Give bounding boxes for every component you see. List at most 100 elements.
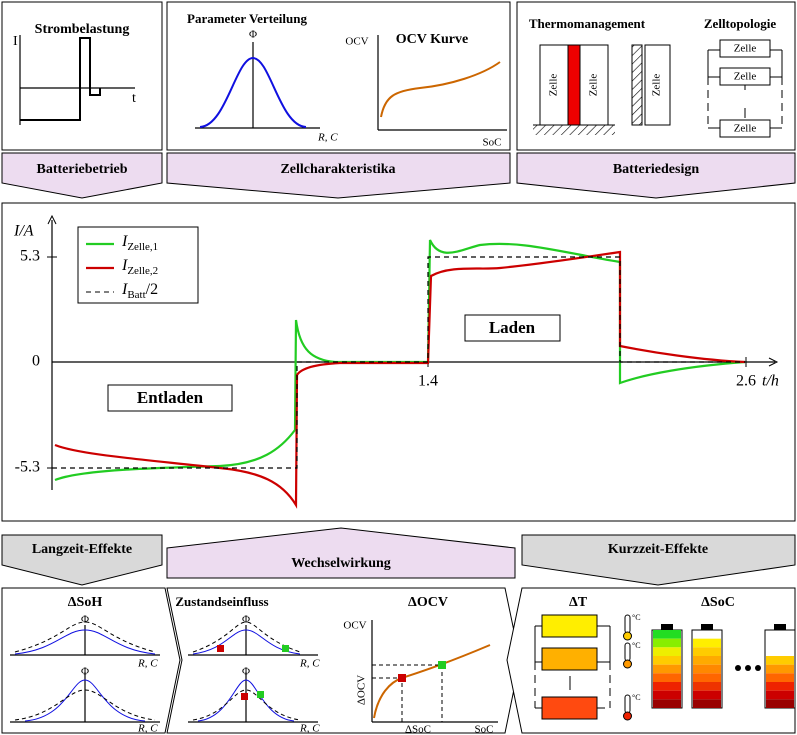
battery-terminal	[701, 624, 713, 630]
cell-temperature	[542, 615, 597, 637]
axis-label: I	[13, 34, 18, 49]
panel-title: Strombelastung	[35, 22, 130, 37]
axis-label: SoC	[483, 137, 502, 149]
charge-segment	[766, 665, 794, 674]
ellipsis-dot	[745, 665, 751, 671]
charge-segment	[693, 691, 721, 700]
axis-label: R, C	[137, 658, 158, 670]
legend-suffix: /2	[146, 281, 158, 298]
axis-label: Φ	[81, 666, 89, 678]
state-marker	[398, 674, 406, 682]
x-axis-label: t/h	[762, 373, 779, 390]
thermometer	[624, 643, 632, 668]
state-marker	[257, 691, 264, 698]
x-tick-label: 2.6	[736, 373, 756, 390]
banner-label: Batteriedesign	[613, 162, 700, 177]
shape	[625, 615, 630, 633]
y-tick-label: 0	[32, 353, 40, 370]
charge-segment	[766, 682, 794, 691]
axis-label: Φ	[242, 614, 250, 626]
battery-terminal	[774, 624, 786, 630]
battery-terminal	[661, 624, 673, 630]
axis-label: Φ	[242, 666, 250, 678]
charge-segment	[653, 639, 681, 648]
panel-title: ΔSoH	[68, 595, 103, 610]
delta-label: ΔOCV	[356, 675, 368, 705]
panel-title: OCV Kurve	[396, 32, 468, 47]
legend-subscript: Zelle,1	[127, 241, 158, 253]
state-marker	[282, 645, 289, 652]
state-marker	[217, 645, 224, 652]
cell-label: Zelle	[734, 123, 757, 135]
ground	[533, 125, 615, 135]
axis-label: Φ	[81, 614, 89, 626]
figure: Strombelastung I t Parameter Verteilung …	[0, 0, 797, 735]
cell-temperature	[542, 697, 597, 719]
cell-label: Zelle	[548, 74, 560, 97]
charge-segment	[766, 656, 794, 665]
banner-label: Wechselwirkung	[291, 556, 391, 571]
cell-label: Zelle	[734, 71, 757, 83]
panel-title: ΔOCV	[408, 595, 448, 610]
legend-subscript: Zelle,2	[127, 265, 158, 277]
charge-segment	[653, 656, 681, 665]
axis-label: OCV	[343, 620, 366, 632]
state-marker	[241, 693, 248, 700]
panel-title: Parameter Verteilung	[187, 11, 307, 26]
cell-label: Zelle	[734, 43, 757, 55]
shape	[625, 695, 630, 713]
heater	[568, 45, 580, 125]
shape	[624, 632, 632, 640]
banner-label: Zellcharakteristika	[280, 162, 395, 177]
charge-segment	[766, 699, 794, 708]
charge-segment	[653, 647, 681, 656]
cell-temperature	[542, 648, 597, 670]
charge-segment	[653, 630, 681, 639]
unit-label: °C	[632, 641, 641, 650]
unit-label: °C	[632, 693, 641, 702]
axis-label: OCV	[345, 36, 368, 48]
charge-segment	[693, 639, 721, 648]
delta-label: ΔSoC	[405, 724, 431, 735]
shape	[624, 712, 632, 720]
axis-label: R, C	[317, 132, 338, 144]
charge-segment	[653, 673, 681, 682]
x-tick-label: 1.4	[418, 373, 438, 390]
charge-segment	[653, 682, 681, 691]
panel-title: Thermomanagement	[529, 16, 646, 31]
cell-label: Zelle	[588, 74, 600, 97]
ellipsis-dot	[735, 665, 741, 671]
axis-label: t	[132, 91, 136, 106]
charge-segment	[653, 665, 681, 674]
state-marker	[438, 661, 446, 669]
charge-segment	[693, 665, 721, 674]
wall	[632, 45, 642, 125]
annotation: Entladen	[137, 388, 204, 407]
charge-segment	[766, 673, 794, 682]
charge-segment	[766, 691, 794, 700]
thermometer	[624, 615, 632, 640]
panel-title: Zelltopologie	[704, 16, 776, 31]
shape	[625, 643, 630, 661]
banner-label: Kurzzeit-Effekte	[608, 542, 708, 557]
banner-label: Batteriebetrieb	[37, 162, 128, 177]
panel-title: ΔT	[569, 595, 588, 610]
y-tick-label: -5.3	[15, 459, 40, 476]
axis-label: Φ	[249, 29, 257, 41]
axis-label: R, C	[299, 723, 320, 735]
charge-segment	[653, 691, 681, 700]
charge-segment	[693, 647, 721, 656]
axis-label: SoC	[475, 724, 494, 735]
annotation: Laden	[489, 318, 536, 337]
charge-segment	[693, 656, 721, 665]
charge-segment	[693, 682, 721, 691]
panel-title: Zustandseinfluss	[175, 594, 268, 609]
y-axis-label: I/A	[13, 223, 34, 240]
cell-label: Zelle	[651, 74, 663, 97]
charge-segment	[653, 699, 681, 708]
y-tick-label: 5.3	[20, 248, 40, 265]
shape	[624, 660, 632, 668]
charge-segment	[693, 673, 721, 682]
banner-label: Langzeit-Effekte	[32, 542, 132, 557]
legend-subscript: Batt	[127, 289, 145, 301]
